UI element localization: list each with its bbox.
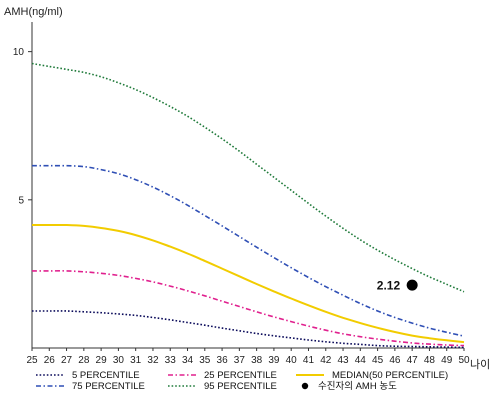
legend-item: 75 PERCENTILE — [36, 381, 145, 392]
legend-label: 25 PERCENTILE — [204, 370, 277, 381]
series-line-25-percentile — [32, 270, 465, 347]
x-tick-label: 28 — [78, 355, 90, 366]
legend-label: 수진자의 AMH 농도 — [318, 381, 397, 392]
patient-marker-value: 2.12 — [377, 279, 401, 293]
series-line-95-percentile — [31, 62, 465, 293]
x-tick-label: 47 — [407, 355, 419, 366]
x-tick-label: 41 — [303, 355, 315, 366]
x-tick-label: 38 — [251, 355, 263, 366]
x-tick-label: 46 — [389, 355, 401, 366]
x-tick-label: 43 — [337, 355, 349, 366]
legend-item: 5 PERCENTILE — [36, 370, 140, 381]
legend-label: 5 PERCENTILE — [72, 370, 140, 381]
x-tick-label: 50 — [458, 355, 470, 366]
x-tick-label: 29 — [96, 355, 108, 366]
x-tick-label: 31 — [130, 355, 142, 366]
x-tick-label: 35 — [199, 355, 211, 366]
series-line-5-percentile — [32, 310, 465, 349]
x-tick-label: 32 — [147, 355, 159, 366]
x-tick-label: 45 — [372, 355, 384, 366]
y-tick-label: 10 — [13, 47, 25, 58]
x-tick-label: 48 — [424, 355, 436, 366]
x-tick-label: 40 — [286, 355, 298, 366]
axes: 5 10 25 26 27 28 29 30 31 32 33 34 35 36 37 38 39 40 41 42 4… — [13, 22, 470, 366]
x-axis-title: 나이 — [470, 358, 490, 371]
series-line-median-50-percentile — [31, 223, 465, 344]
y-tick-label: 5 — [18, 195, 24, 206]
x-tick-label: 33 — [165, 355, 177, 366]
x-tick-label: 34 — [182, 355, 194, 366]
x-tick-label: 30 — [113, 355, 125, 366]
x-tick-label: 49 — [441, 355, 453, 366]
legend-label: MEDIAN(50 PERCENTILE) — [332, 370, 448, 381]
series-line-75-percentile — [32, 164, 465, 337]
legend-item: 25 PERCENTILE — [168, 370, 277, 381]
x-tick-label: 25 — [26, 355, 38, 366]
x-tick-label: 42 — [320, 355, 332, 366]
patient-marker-dot — [406, 279, 418, 291]
x-tick-label: 27 — [61, 355, 73, 366]
legend-label: 75 PERCENTILE — [72, 381, 145, 392]
x-tick-label: 37 — [234, 355, 246, 366]
legend-item: 수진자의 AMH 농도 — [301, 381, 397, 392]
series-lines — [31, 62, 465, 349]
x-tick-label: 44 — [355, 355, 367, 366]
legend-item: MEDIAN(50 PERCENTILE) — [296, 370, 448, 381]
y-axis-title: AMH(ng/ml) — [4, 6, 63, 18]
legend: 5 PERCENTILE 25 PERCENTILE MEDIAN(50 PERCE… — [36, 370, 448, 392]
x-tick-label: 26 — [44, 355, 56, 366]
legend-swatch — [301, 382, 309, 390]
legend-item: 95 PERCENTILE — [168, 381, 277, 392]
x-tick-label: 36 — [217, 355, 229, 366]
legend-label: 95 PERCENTILE — [204, 381, 277, 392]
x-tick-label: 39 — [268, 355, 280, 366]
patient-marker: 2.12 — [377, 279, 418, 293]
